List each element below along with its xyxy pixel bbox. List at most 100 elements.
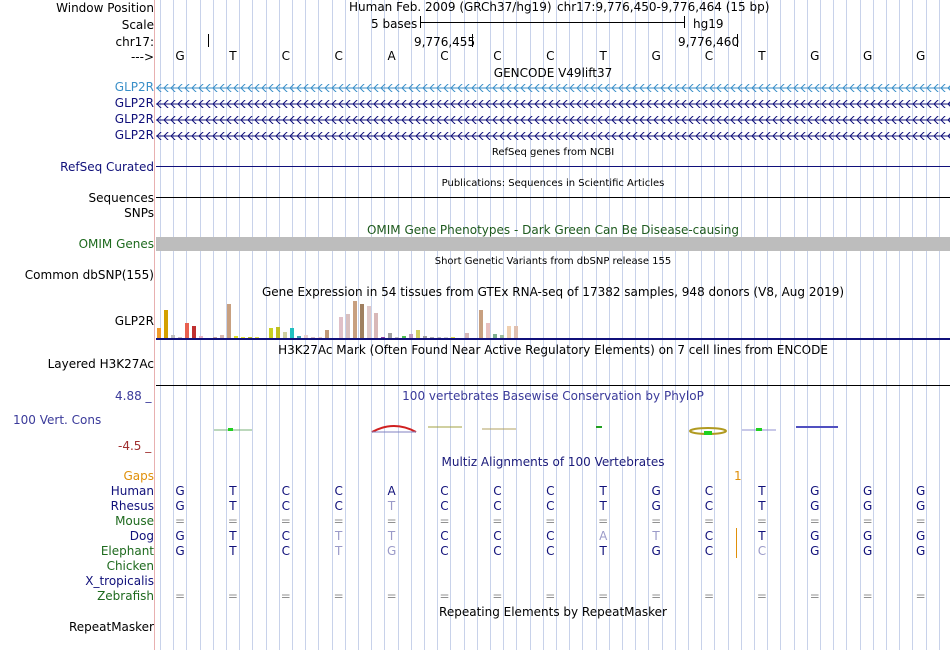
gtex-tissue-bar[interactable] [388, 333, 392, 338]
gtex-tissue-bar[interactable] [416, 330, 420, 338]
h3k27ac-label[interactable]: Layered H3K27Ac [47, 357, 154, 371]
gtex-tissue-bar[interactable] [381, 337, 385, 338]
omim-phenotype-bar[interactable] [156, 237, 950, 251]
gtex-tissue-bar[interactable] [241, 337, 245, 338]
grid-line [292, 0, 293, 650]
species-label[interactable]: Elephant [100, 544, 154, 558]
phylop-label[interactable]: 100 Vert. Cons [13, 413, 102, 427]
gtex-tissue-bar[interactable] [339, 317, 343, 338]
gtex-tissue-bar[interactable] [346, 314, 350, 338]
repeatmasker-label[interactable]: RepeatMasker [68, 620, 154, 634]
species-label[interactable]: Human [110, 484, 154, 498]
species-label[interactable]: Rhesus [110, 499, 154, 513]
gencode-gene-label-4[interactable]: GLP2R [114, 128, 154, 142]
refseq-label[interactable]: RefSeq Curated [60, 160, 154, 174]
phylop-min: -4.5 _ [118, 439, 152, 453]
gtex-tissue-bar[interactable] [486, 323, 490, 338]
reference-base: T [758, 49, 766, 63]
species-label[interactable]: Chicken [106, 559, 154, 573]
gtex-tissue-bar[interactable] [199, 336, 203, 338]
gtex-tissue-bar[interactable] [171, 335, 175, 338]
gtex-tissue-bar[interactable] [479, 310, 483, 338]
gtex-tissue-bar[interactable] [444, 337, 448, 338]
gtex-tissue-bar[interactable] [248, 337, 252, 338]
gtex-tissue-bar[interactable] [493, 334, 497, 338]
gtex-tissue-bar[interactable] [157, 328, 161, 338]
gtex-tissue-bar[interactable] [276, 327, 280, 338]
alignment-base: C [281, 529, 290, 543]
gtex-tissue-bar[interactable] [374, 313, 378, 338]
gtex-tissue-bar[interactable] [367, 306, 371, 338]
gtex-tissue-bar[interactable] [283, 332, 287, 338]
refseq-gene-line[interactable] [156, 166, 950, 167]
gtex-tissue-bar[interactable] [311, 337, 315, 338]
grid-line [767, 0, 769, 650]
alignment-base: C [281, 499, 290, 513]
coord-tick-2 [737, 34, 738, 47]
gencode-gene-label-2[interactable]: GLP2R [114, 96, 154, 110]
gencode-gene-label-1[interactable]: GLP2R [114, 80, 154, 94]
publications-sequences-label[interactable]: Sequences [88, 191, 154, 205]
gtex-tissue-bar[interactable] [437, 337, 441, 338]
grid-line [886, 0, 887, 650]
gaps-label[interactable]: Gaps [123, 469, 154, 483]
gtex-label[interactable]: GLP2R [114, 314, 154, 328]
gtex-tissue-bar[interactable] [297, 336, 301, 338]
gtex-tissue-bar[interactable] [164, 310, 168, 338]
gtex-tissue-bar[interactable] [318, 337, 322, 338]
gtex-tissue-bar[interactable] [514, 326, 518, 338]
gtex-tissue-bar[interactable] [185, 323, 189, 338]
species-label[interactable]: Zebrafish [97, 589, 154, 603]
gtex-tissue-bar[interactable] [409, 334, 413, 338]
alignment-base: G [810, 484, 820, 498]
gtex-tissue-bar[interactable] [269, 328, 273, 338]
gtex-tissue-bar[interactable] [430, 337, 434, 338]
grid-line [582, 0, 584, 650]
alignment-base: = [545, 514, 556, 528]
alignment-base: G [651, 484, 661, 498]
multiz-title: Multiz Alignments of 100 Vertebrates [441, 455, 665, 469]
grid-line [912, 0, 914, 650]
omim-label[interactable]: OMIM Genes [78, 237, 154, 251]
alignment-base: G [386, 544, 397, 558]
species-label[interactable]: Dog [129, 529, 154, 543]
dbsnp-label[interactable]: Common dbSNP(155) [24, 268, 154, 282]
grid-line [727, 0, 729, 650]
gtex-tissue-bar[interactable] [234, 336, 238, 338]
alignment-base: = [651, 589, 662, 603]
reference-base: T [599, 49, 607, 63]
gtex-tissue-bar[interactable] [304, 335, 308, 338]
species-label[interactable]: X_tropicalis [85, 574, 154, 588]
grid-line [212, 0, 214, 650]
gtex-tissue-bar[interactable] [465, 333, 469, 338]
gencode-gene-label-3[interactable]: GLP2R [114, 112, 154, 126]
gtex-tissue-bar[interactable] [500, 335, 504, 338]
gtex-tissue-bar[interactable] [451, 337, 455, 338]
gtex-tissue-bar[interactable] [220, 335, 224, 338]
gtex-tissue-bar[interactable] [395, 337, 399, 338]
gtex-tissue-bar[interactable] [255, 337, 259, 338]
gap-count-marker[interactable]: 1 [734, 469, 742, 483]
gtex-tissue-bar[interactable] [402, 336, 406, 338]
grid-line [635, 0, 637, 650]
gtex-tissue-bar[interactable] [353, 301, 357, 338]
snps-label[interactable]: SNPs [124, 206, 154, 220]
refseq-title: RefSeq genes from NCBI [491, 147, 615, 158]
grid-line [344, 0, 346, 650]
gtex-tissue-bar[interactable] [192, 326, 196, 338]
gtex-tissue-bar[interactable] [227, 304, 231, 338]
grid-line [358, 0, 359, 650]
gtex-tissue-bar[interactable] [423, 336, 427, 338]
gtex-tissue-bar[interactable] [360, 304, 364, 338]
alignment-base: T [335, 544, 343, 558]
gtex-tissue-bar[interactable] [178, 337, 182, 338]
gtex-tissue-bar[interactable] [325, 330, 329, 338]
gencode-transcripts[interactable] [156, 80, 950, 144]
gtex-tissue-bar[interactable] [290, 328, 294, 338]
phylop-plot[interactable] [156, 418, 950, 442]
gtex-tissue-bar[interactable] [507, 326, 511, 338]
publications-line[interactable] [156, 197, 950, 198]
gtex-tissue-bar[interactable] [213, 337, 217, 338]
strand-arrow-label: ---> [130, 50, 154, 64]
species-label[interactable]: Mouse [115, 514, 154, 528]
